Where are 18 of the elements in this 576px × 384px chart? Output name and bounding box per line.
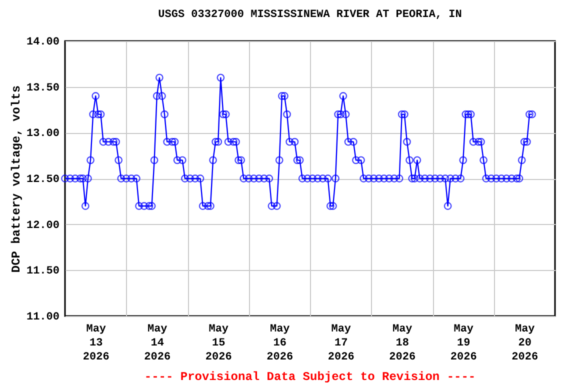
- y-axis-title: DCP battery voltage, volts: [9, 85, 24, 273]
- y-tick-label: 14.00: [26, 36, 60, 48]
- x-tick-label: May 19 2026: [450, 324, 477, 364]
- x-tick-label: May 18 2026: [389, 324, 416, 364]
- text: ---- Provisional Data Subject to Revision ----: [144, 370, 476, 384]
- x-tick-label: May 14 2026: [144, 324, 171, 364]
- chart-title: USGS 03327000 MISSISSINEWA RIVER AT PEORIA, IN: [158, 9, 462, 21]
- x-tick-label: May 20 2026: [512, 324, 538, 364]
- x-tick-label: May 13 2026: [82, 324, 110, 364]
- y-tick-label: 12.00: [26, 220, 60, 232]
- y-tick-label: 11.00: [26, 312, 60, 324]
- y-tick-label: 11.50: [26, 266, 60, 278]
- x-tick-label: May 16 2026: [266, 324, 294, 364]
- y-tick-label: 13.50: [26, 82, 60, 94]
- x-tick-label: May 17 2026: [328, 324, 354, 364]
- y-tick-label: 12.50: [26, 174, 60, 186]
- y-tick-label: 13.00: [26, 128, 60, 140]
- x-tick-label: May 15 2026: [205, 324, 232, 364]
